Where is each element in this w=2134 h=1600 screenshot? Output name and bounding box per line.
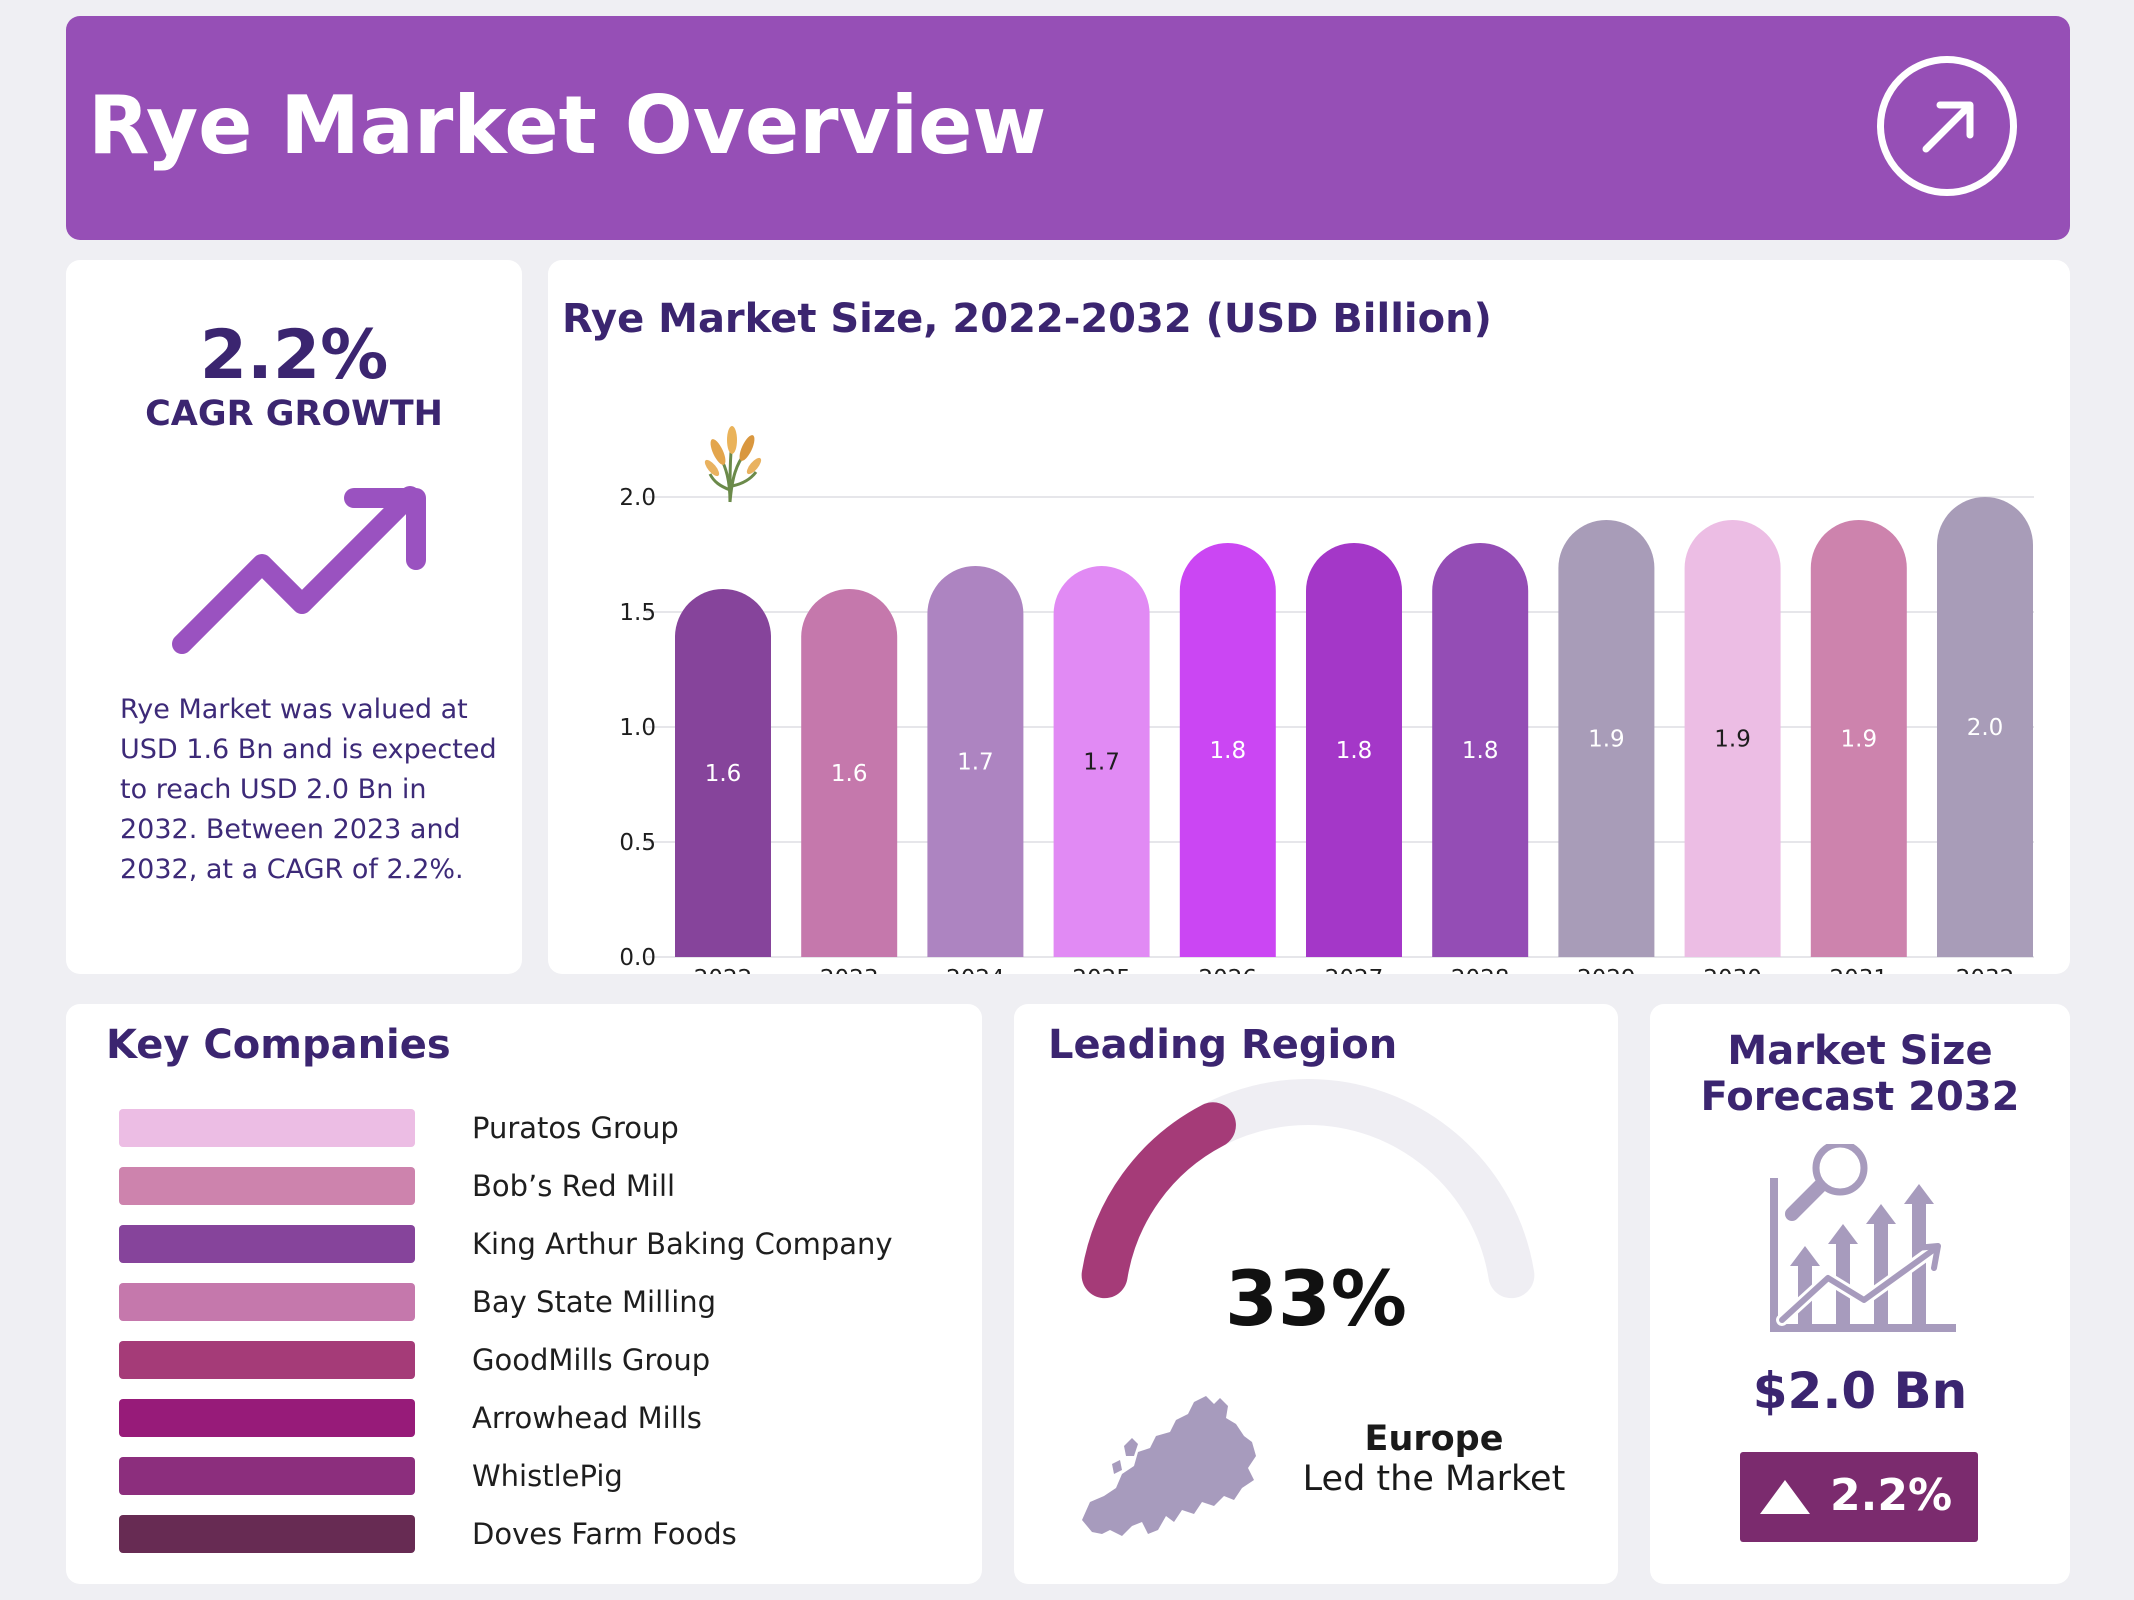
- x-tick-label: 2026: [1199, 966, 1258, 974]
- region-subtitle: Led the Market: [1302, 1459, 1566, 1499]
- bar: [1810, 520, 1907, 957]
- bar-value-label: 1.7: [957, 750, 994, 776]
- company-color-bar: [119, 1341, 415, 1379]
- leading-region-card: Leading Region 33% Europe Led the Market: [1014, 1004, 1618, 1584]
- bar-value-label: 1.9: [1841, 727, 1878, 753]
- x-tick-label: 2032: [1956, 966, 2015, 974]
- y-tick-label: 0.5: [619, 830, 656, 856]
- region-name: Europe: [1364, 1419, 1504, 1459]
- growth-analysis-icon: [1770, 1144, 1956, 1332]
- forecast-title-line2: Forecast 2032: [1700, 1074, 2020, 1120]
- region-share-value: 33%: [1225, 1254, 1407, 1343]
- cagr-card: 2.2% CAGR GROWTH Rye Market was valued a…: [66, 260, 522, 974]
- company-row: Bay State Milling: [119, 1283, 919, 1323]
- y-tick-label: 1.5: [619, 600, 656, 626]
- x-tick-label: 2027: [1325, 966, 1384, 974]
- bars: 1.6 1.6 1.7 1.7 1.8 1.8 1.8 1.9 1.9 1.9 2.0: [675, 497, 2033, 957]
- company-row: Arrowhead Mills: [119, 1399, 919, 1439]
- x-tick-label: 2025: [1072, 966, 1131, 974]
- bar-value-label: 1.8: [1336, 738, 1373, 764]
- company-name: WhistlePig: [472, 1459, 623, 1493]
- chart-title: Rye Market Size, 2022-2032 (USD Billion): [562, 296, 1492, 342]
- forecast-title: Market Size Forecast 2032: [1650, 1028, 2070, 1120]
- bar-value-label: 1.6: [705, 761, 742, 787]
- bar: [1558, 520, 1655, 957]
- bar: [675, 589, 771, 957]
- company-color-bar: [119, 1167, 415, 1205]
- company-color-bar: [119, 1515, 415, 1553]
- bar: [1432, 543, 1529, 957]
- key-companies-title: Key Companies: [106, 1022, 451, 1068]
- y-axis-ticks: 0.0 0.5 1.0 1.5 2.0: [619, 485, 656, 971]
- company-row: WhistlePig: [119, 1457, 919, 1497]
- wheat-icon: [704, 426, 762, 503]
- forecast-value: $2.0 Bn: [1752, 1362, 1968, 1420]
- bar: [801, 589, 898, 957]
- company-row: King Arthur Baking Company: [119, 1225, 919, 1265]
- bar-value-label: 1.9: [1714, 727, 1751, 753]
- company-name: Bay State Milling: [472, 1285, 717, 1319]
- x-tick-label: 2028: [1451, 966, 1510, 974]
- company-name: GoodMills Group: [472, 1343, 711, 1377]
- bar-chart: 0.0 0.5 1.0 1.5 2.0 1.6 1.6 1.7 1.7 1.8 1.8 1.8 1.9…: [619, 426, 2034, 974]
- x-tick-label: 2031: [1830, 966, 1889, 974]
- bar: [1684, 520, 1781, 957]
- company-row: Bob’s Red Mill: [119, 1167, 919, 1207]
- bar-value-label: 1.6: [831, 761, 868, 787]
- bar: [1306, 543, 1402, 957]
- cagr-label: CAGR GROWTH: [145, 394, 443, 434]
- arrow-up-right-button[interactable]: [1877, 56, 2017, 196]
- growth-value: 2.2%: [1830, 1470, 1953, 1521]
- header-banner: Rye Market Overview: [66, 16, 2070, 240]
- company-name: King Arthur Baking Company: [472, 1227, 893, 1261]
- triangle-up-icon: [1760, 1480, 1810, 1514]
- bar-value-label: 2.0: [1967, 715, 2004, 741]
- x-tick-label: 2029: [1577, 966, 1636, 974]
- bar: [927, 566, 1024, 957]
- y-tick-label: 0.0: [619, 945, 656, 971]
- bar-value-label: 1.7: [1083, 750, 1120, 776]
- company-name: Arrowhead Mills: [472, 1401, 702, 1435]
- bar-value-label: 1.8: [1210, 738, 1247, 764]
- company-row: GoodMills Group: [119, 1341, 919, 1381]
- x-axis-ticks: 2022 2023 2024 2025 2026 2027 2028 2029 2030 2031…: [694, 966, 2015, 974]
- forecast-title-line1: Market Size: [1727, 1028, 1993, 1074]
- x-tick-label: 2022: [694, 966, 753, 974]
- bar: [1937, 497, 2033, 957]
- bar-value-label: 1.8: [1462, 738, 1499, 764]
- cagr-value: 2.2%: [199, 316, 389, 395]
- company-color-bar: [119, 1109, 415, 1147]
- share-gauge: [1081, 1079, 1535, 1299]
- x-tick-label: 2030: [1703, 966, 1762, 974]
- forecast-card: Market Size Forecast 2032 $2.0 Bn 2.2%: [1650, 1004, 2070, 1584]
- y-tick-label: 1.0: [619, 715, 656, 741]
- company-name: Bob’s Red Mill: [472, 1169, 676, 1203]
- europe-map-icon: [1082, 1396, 1256, 1536]
- company-color-bar: [119, 1283, 415, 1321]
- cagr-description: Rye Market was valued at USD 1.6 Bn and …: [120, 694, 497, 885]
- x-tick-label: 2024: [946, 966, 1005, 974]
- y-tick-label: 2.0: [619, 485, 656, 511]
- company-color-bar: [119, 1225, 415, 1263]
- company-row: Doves Farm Foods: [119, 1515, 919, 1555]
- arrow-up-right-icon: [1922, 101, 1974, 153]
- bar-value-label: 1.9: [1588, 727, 1625, 753]
- growth-badge: 2.2%: [1740, 1452, 1978, 1542]
- market-size-chart-card: Rye Market Size, 2022-2032 (USD Billion)…: [548, 260, 2070, 974]
- company-color-bar: [119, 1399, 415, 1437]
- bar: [1179, 543, 1276, 957]
- x-tick-label: 2023: [820, 966, 879, 974]
- company-color-bar: [119, 1457, 415, 1495]
- company-name: Puratos Group: [472, 1111, 679, 1145]
- page-title: Rye Market Overview: [88, 79, 1047, 172]
- leading-region-title: Leading Region: [1048, 1022, 1398, 1068]
- bar: [1053, 566, 1150, 957]
- gauge-fill: [1081, 1102, 1236, 1299]
- company-name: Doves Farm Foods: [472, 1517, 737, 1551]
- company-row: Puratos Group: [119, 1109, 919, 1149]
- trend-up-icon: [172, 486, 426, 654]
- key-companies-card: Key Companies Puratos Group Bob’s Red Mi…: [66, 1004, 982, 1584]
